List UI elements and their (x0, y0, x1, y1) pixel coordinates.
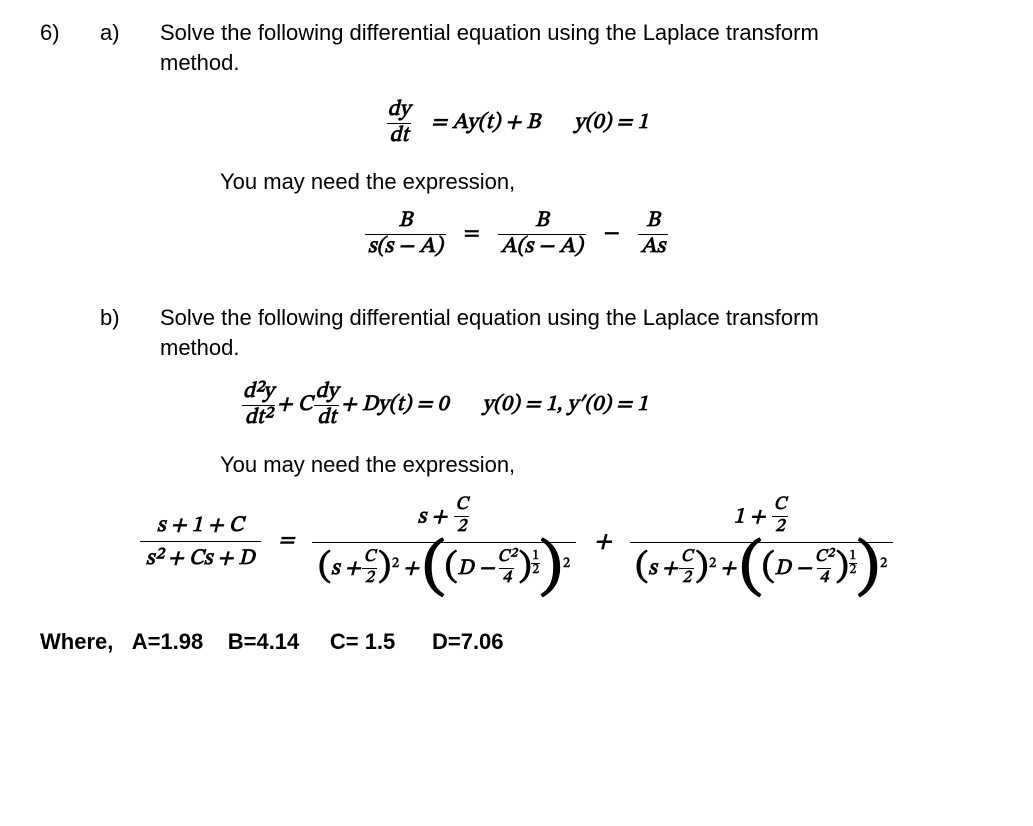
c-num-3: C (771, 496, 790, 517)
part-a-label: a) (100, 18, 160, 48)
lhs-num: s + 1 + C (151, 515, 250, 541)
rhs1-den: (s + C2)2 + ( (D − C²4)12 )2 (312, 542, 576, 589)
sq-1: 2 (392, 557, 399, 571)
part-b-hint-lead-wrap: You may need the expression, (220, 450, 993, 480)
lhs-den: s² + Cs + D (140, 541, 261, 570)
dy-dt-frac: dy dt (385, 99, 413, 148)
plus-2: + (720, 558, 736, 580)
rhs1-frac: s + C2 (s + C2)2 + ( (D − C²4)12 )2 (312, 496, 576, 589)
half-n-1: 1 (531, 550, 540, 563)
c-num-1: C (452, 496, 471, 517)
eq-sign: = (279, 527, 295, 557)
pf-r1-den: A(s − A) (498, 234, 586, 259)
half-d-2: 2 (849, 563, 858, 577)
part-b-label: b) (100, 303, 160, 333)
part-b-expression: s + 1 + C s² + Cs + D = s + C2 (s + C2)2… (40, 496, 993, 589)
where-line: Where, A=1.98 B=4.14 C= 1.5 D=7.06 (40, 627, 993, 657)
part-a-hint-lead: You may need the expression, (220, 169, 515, 194)
c-num-2: C (361, 549, 379, 568)
d2y: d²y (240, 381, 277, 405)
half-n-2: 1 (849, 550, 858, 563)
plus-1: + (403, 558, 419, 580)
c-den-4: 2 (679, 568, 694, 588)
ic-b: y(0) = 1, y′(0) = 1 (482, 391, 648, 421)
pf-minus: − (604, 220, 620, 250)
dt2b: dt (314, 405, 339, 430)
page: 6) a) Solve the following differential e… (0, 0, 1033, 826)
c-den-2: 2 (362, 568, 377, 588)
part-b-line1: Solve the following differential equatio… (160, 305, 819, 330)
c-den-1: 2 (454, 516, 469, 538)
dy-dt-2: dy dt (312, 381, 340, 430)
lhs-frac: s + 1 + C s² + Cs + D (140, 515, 261, 570)
c2-den-2: 4 (817, 568, 832, 588)
where-A: A=1.98 (132, 629, 204, 654)
rhs2-top-lead: 1 + (734, 506, 771, 528)
sq-2: 2 (563, 557, 570, 571)
part-a-hint-lead-wrap: You may need the expression, (220, 167, 993, 197)
c2-num-1: C² (495, 549, 519, 568)
pf-left-den: s(s − A) (365, 234, 446, 259)
dt: dt (387, 123, 412, 148)
pf-eq: = (464, 220, 480, 250)
sq-4: 2 (880, 557, 887, 571)
eq-tail: + Dy(t) = 0 (341, 391, 448, 421)
pf-left: B s(s − A) (365, 210, 446, 259)
c-num-4: C (678, 549, 696, 568)
part-a-partial-fraction: B s(s − A) = B A(s − A) − B As (40, 210, 993, 259)
D-minus-1: D − (457, 558, 494, 580)
plus-mid: + (594, 526, 611, 559)
half-d-1: 2 (531, 563, 540, 577)
question-number: 6) (40, 18, 100, 48)
pf-r1-num: B (532, 210, 552, 234)
where-C: C= 1.5 (330, 629, 395, 654)
part-a-line2: method. (160, 50, 240, 75)
rhs1-top-lead: s + (418, 506, 453, 528)
part-a-header-row: 6) a) Solve the following differential e… (40, 18, 993, 48)
part-b-line2: method. (160, 335, 240, 360)
D-minus-2: D − (775, 558, 812, 580)
rhs2-frac: 1 + C2 (s + C2)2 + ( (D − C²4)12 )2 (630, 496, 894, 589)
ic-a: y(0) = 1 (574, 109, 648, 139)
d2y-dt2: d²y dt² (240, 381, 277, 430)
rhs2-den: (s + C2)2 + ( (D − C²4)12 )2 (630, 542, 894, 589)
c2-num-2: C² (812, 549, 836, 568)
c-den-3: 2 (772, 516, 787, 538)
pf-left-num: B (396, 210, 416, 234)
c2-den-1: 4 (499, 568, 514, 588)
where-label: Where, (40, 629, 113, 654)
part-b-header-row: b) Solve the following differential equa… (40, 303, 993, 362)
part-b-equation: d²y dt² + C dy dt + Dy(t) = 0 y(0) = 1, … (240, 381, 993, 430)
part-b-prompt: Solve the following differential equatio… (160, 303, 993, 362)
pf-r1: B A(s − A) (498, 210, 586, 259)
sq-3: 2 (709, 557, 716, 571)
pf-r2: B As (638, 210, 669, 259)
part-b-hint-lead: You may need the expression, (220, 452, 515, 477)
part-a-prompt: Solve the following differential equatio… (160, 18, 993, 48)
pf-r2-num: B (643, 210, 663, 234)
where-D: D=7.06 (432, 629, 504, 654)
where-B: B=4.14 (228, 629, 300, 654)
pf-r2-den: As (638, 234, 669, 259)
part-a-equation: dy dt = Ay(t) + B y(0) = 1 (40, 99, 993, 148)
plus-C: + C (277, 391, 313, 421)
dy: dy (385, 99, 413, 123)
dy2: dy (312, 381, 340, 405)
eq-rhs: = Ay(t) + B (431, 109, 540, 139)
dt2: dt² (242, 405, 275, 430)
part-a-line2-wrap: method. (160, 48, 993, 78)
part-a-line1: Solve the following differential equatio… (160, 20, 819, 45)
